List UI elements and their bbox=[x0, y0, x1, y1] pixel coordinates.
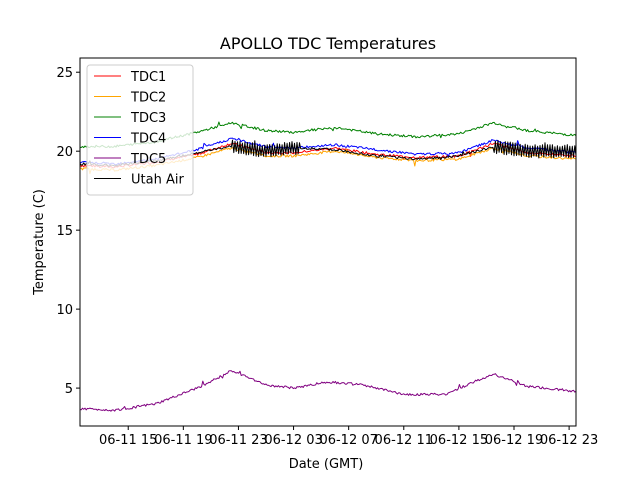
x-tick-label: 06-12 03 bbox=[264, 433, 322, 448]
legend-label: TDC1 bbox=[130, 70, 166, 85]
axes-frame bbox=[79, 57, 577, 427]
legend-label: Utah Air bbox=[131, 173, 184, 188]
x-tick-label: 06-12 15 bbox=[430, 433, 488, 448]
y-tick-label: 25 bbox=[56, 66, 73, 81]
x-tick-label: 06-12 07 bbox=[319, 433, 377, 448]
x-tick-label: 06-11 19 bbox=[154, 433, 212, 448]
legend-label: TDC3 bbox=[130, 111, 166, 126]
x-tick-label: 06-12 23 bbox=[540, 433, 598, 448]
y-tick-label: 10 bbox=[56, 303, 73, 318]
y-axis: 5 10 15 20 25 bbox=[56, 66, 80, 397]
x-tick-label: 06-11 23 bbox=[209, 433, 267, 448]
y-axis-label: Temperature (C) bbox=[32, 189, 47, 296]
y-tick-label: 20 bbox=[56, 145, 73, 160]
legend-label: TDC2 bbox=[130, 91, 166, 106]
series-line-tdc5 bbox=[79, 370, 577, 412]
x-tick-label: 06-12 19 bbox=[485, 433, 543, 448]
legend: TDC1 TDC2 TDC3 TDC4 TDC5 Utah Air bbox=[86, 64, 194, 196]
legend-label: TDC5 bbox=[130, 152, 166, 167]
y-tick-label: 15 bbox=[56, 224, 73, 239]
x-axis-label: Date (GMT) bbox=[289, 457, 364, 472]
y-tick-label: 5 bbox=[65, 382, 73, 397]
x-tick-label: 06-11 15 bbox=[99, 433, 157, 448]
chart-title: APOLLO TDC Temperatures bbox=[220, 34, 436, 53]
x-tick-label: 06-12 11 bbox=[375, 433, 433, 448]
legend-label: TDC4 bbox=[130, 132, 166, 147]
legend-box bbox=[86, 64, 194, 196]
